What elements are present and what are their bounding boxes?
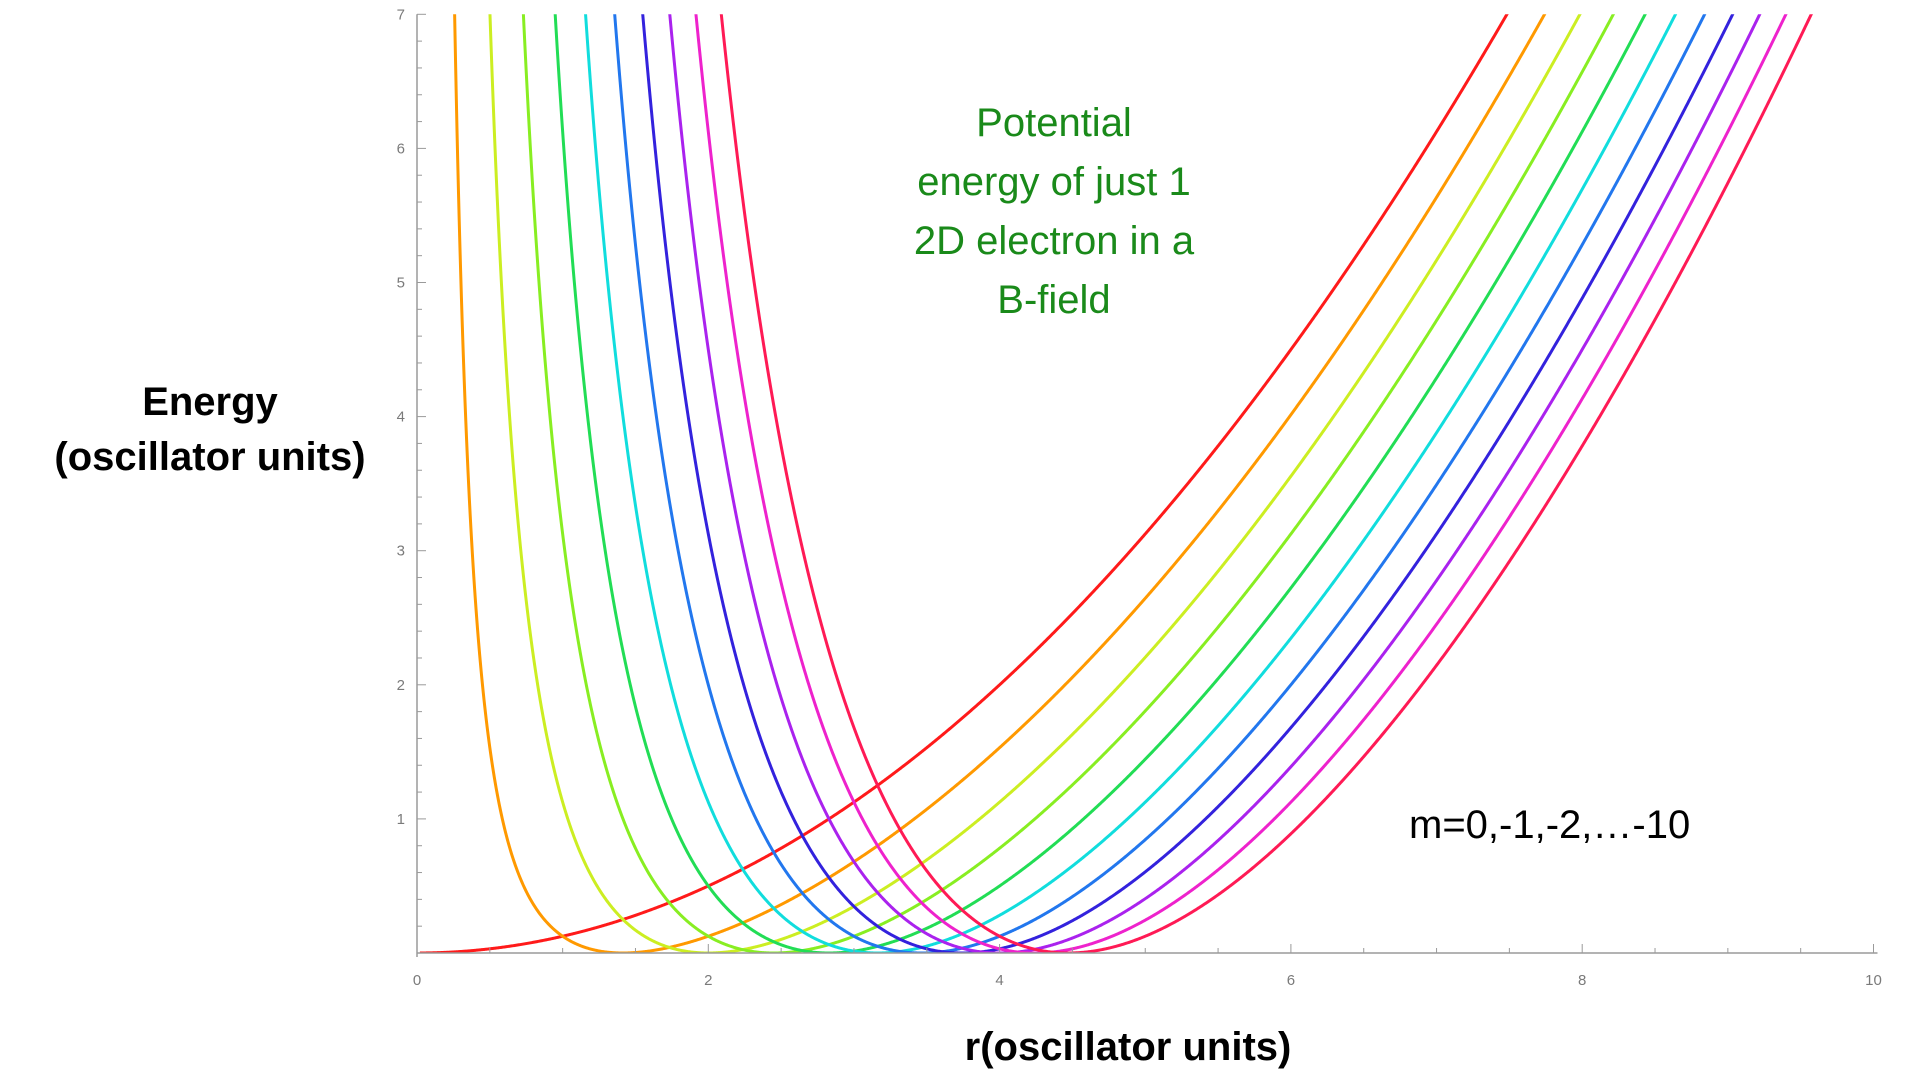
y-tick-label: 2: [397, 677, 405, 694]
x-tick-label: 0: [413, 972, 421, 989]
series-line-m-4: [553, 14, 1647, 954]
x-tick-label: 2: [704, 972, 712, 989]
series-line-m-7: [641, 14, 1735, 954]
series-line-m-5: [584, 14, 1678, 954]
plot-area: [419, 14, 1813, 954]
labels: r(oscillator units) Energy (oscillator uni…: [54, 101, 1690, 1069]
x-tick-label: 10: [1865, 972, 1882, 989]
series-line-m-9: [694, 14, 1788, 954]
y-tick-label: 4: [397, 409, 405, 426]
annotation-m-values: m=0,-1,-2,…-10: [1409, 803, 1690, 847]
x-tick-label: 4: [995, 972, 1003, 989]
series-line-m-3: [521, 14, 1616, 954]
annotation-description-line: B-field: [997, 278, 1110, 322]
y-axis-title-line: Energy: [142, 380, 278, 424]
y-axis-title-line: (oscillator units): [54, 435, 365, 479]
annotation-description-line: Potential: [976, 101, 1132, 145]
y-tick-label: 7: [397, 6, 405, 23]
series-line-m0: [419, 14, 1509, 954]
y-tick-label: 5: [397, 275, 405, 292]
x-tick-label: 8: [1578, 972, 1586, 989]
x-axis-title: r(oscillator units): [965, 1025, 1292, 1069]
series-line-m-2: [488, 14, 1582, 954]
series-line-m-8: [668, 14, 1762, 954]
y-tick-label: 3: [397, 543, 405, 560]
series-line-m-10: [719, 14, 1813, 954]
series-line-m-6: [613, 14, 1707, 954]
y-tick-label: 6: [397, 140, 405, 157]
y-tick-label: 1: [397, 811, 405, 828]
series-line-m-1: [453, 14, 1547, 954]
x-tick-label: 6: [1287, 972, 1295, 989]
annotation-description-line: 2D electron in a: [914, 219, 1195, 263]
annotation-description-line: energy of just 1: [917, 160, 1191, 204]
